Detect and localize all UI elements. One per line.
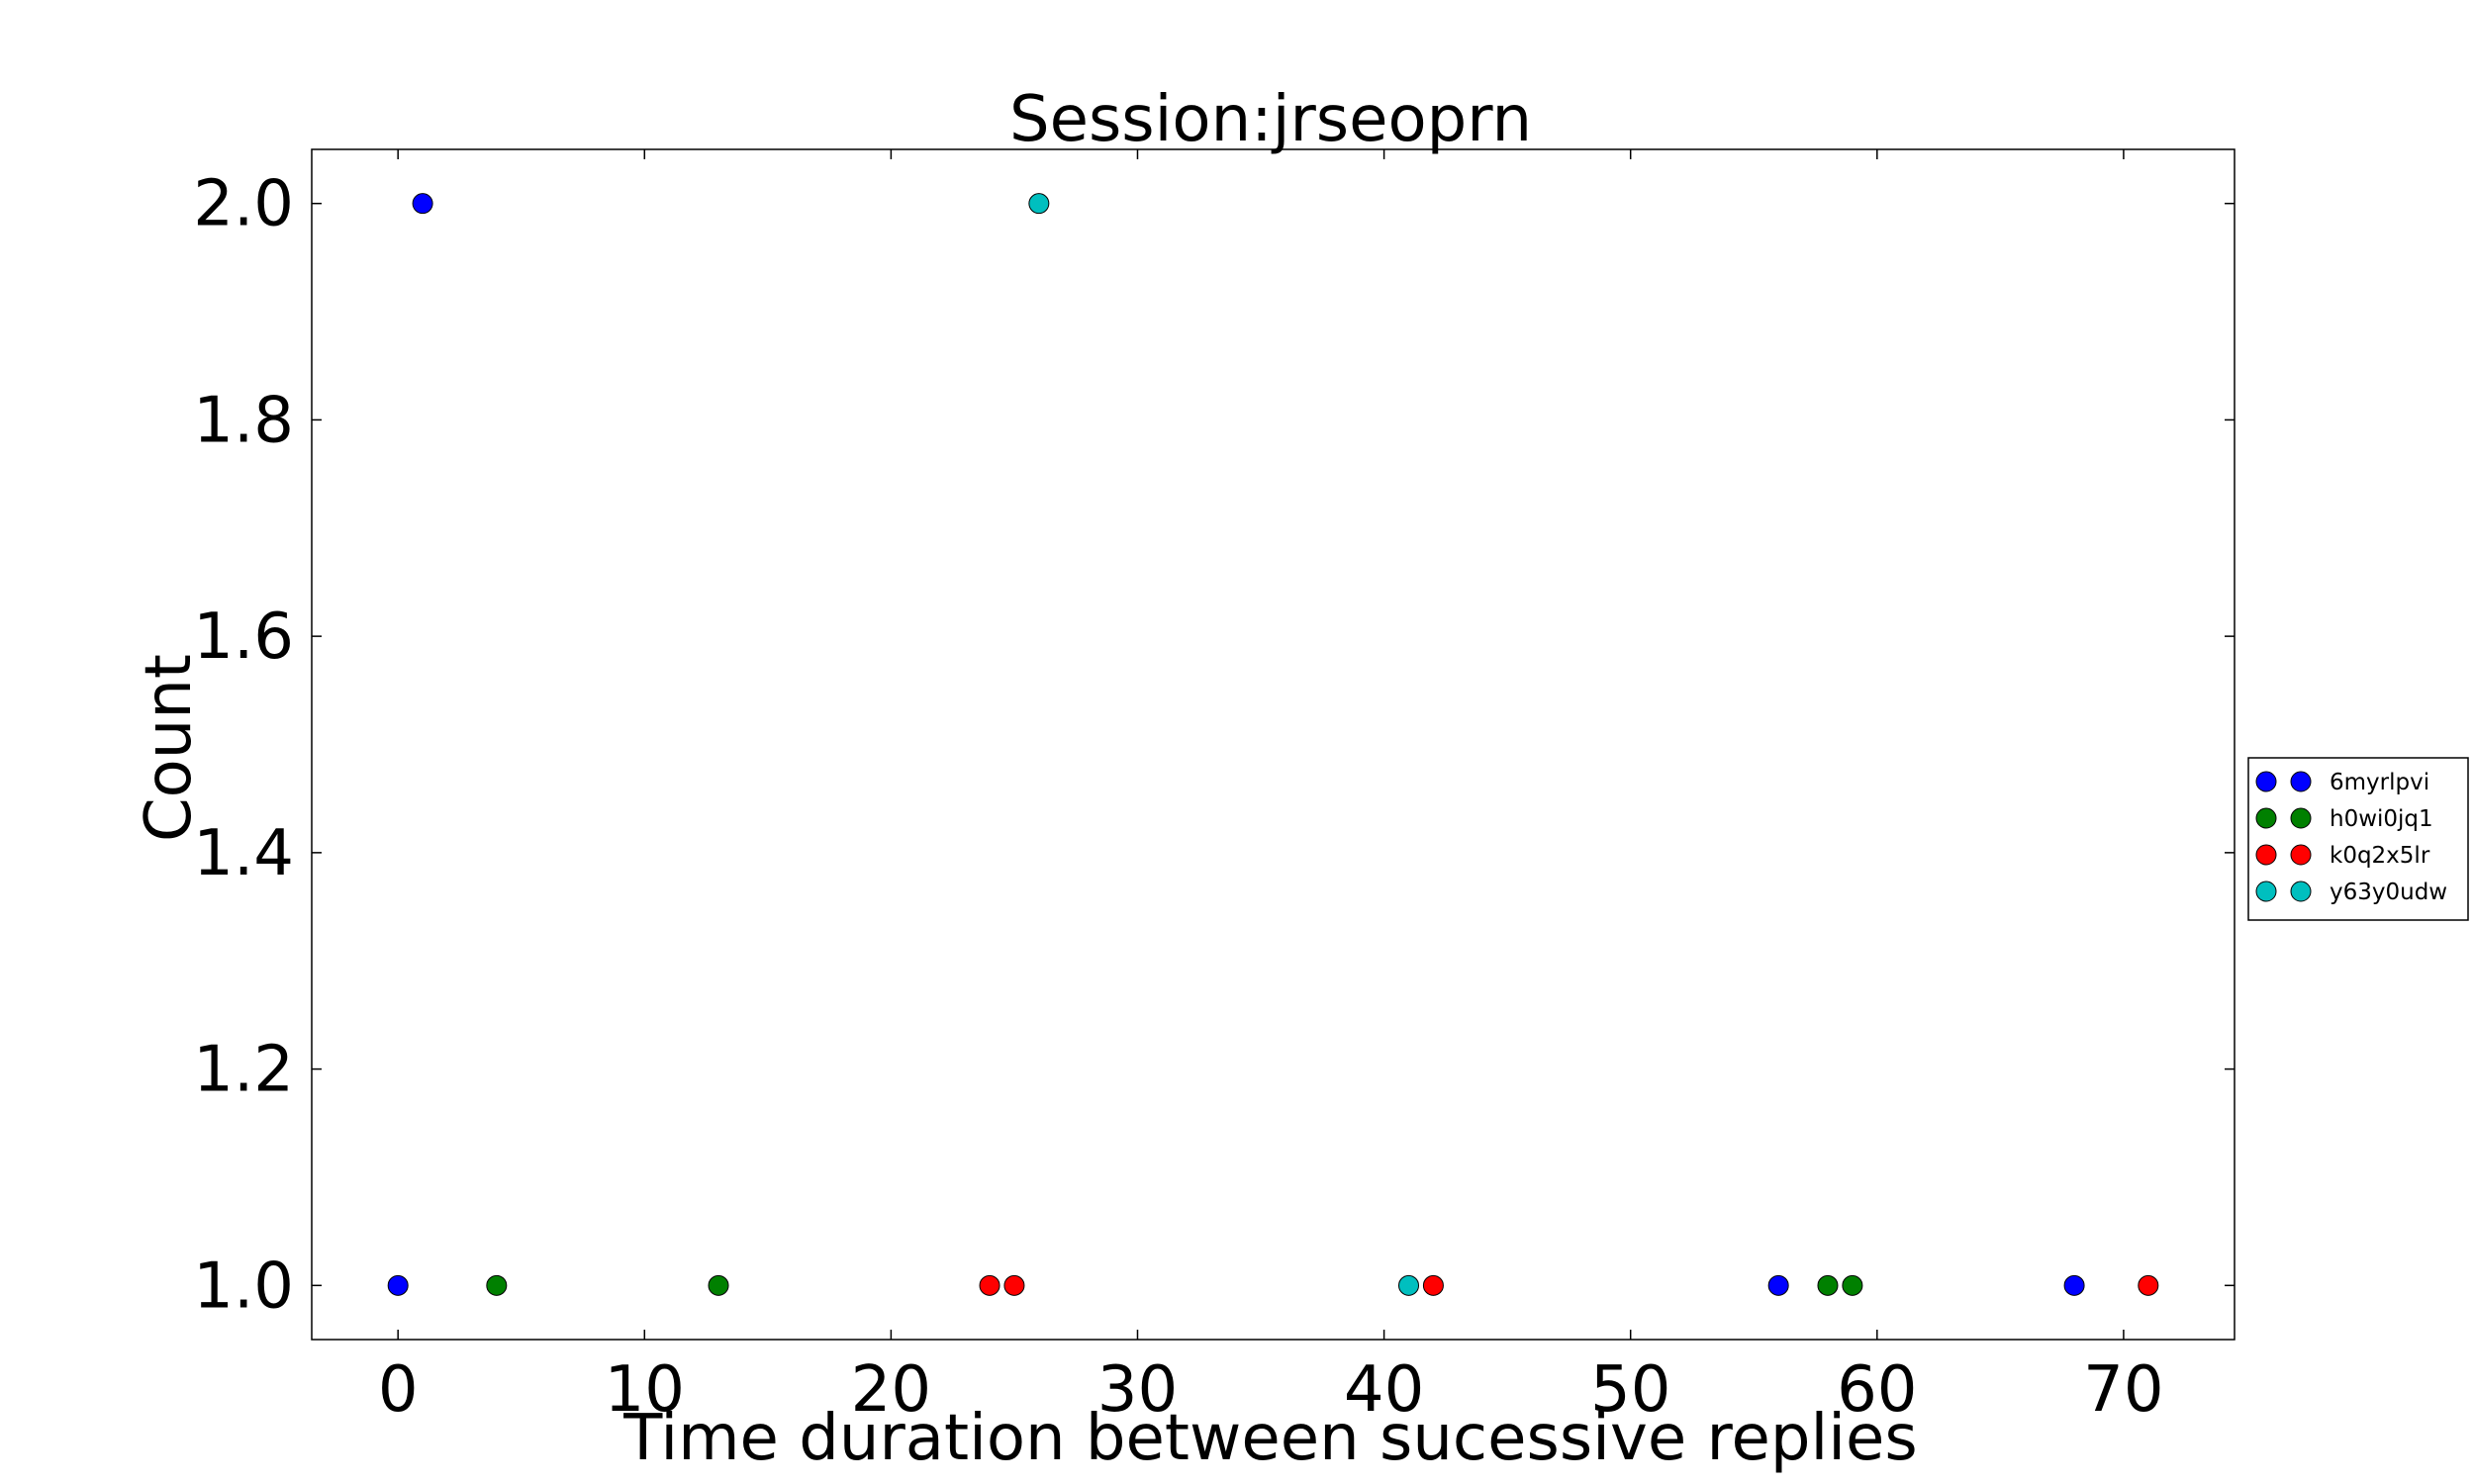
legend-marker: [2290, 771, 2312, 792]
legend-entry: k0q2x5lr: [2330, 843, 2430, 869]
legend-marker: [2255, 881, 2277, 902]
legend-marker: [2290, 807, 2312, 829]
data-point-6myrlpvi: [1767, 1274, 1789, 1296]
data-point-k0q2x5lr: [1422, 1274, 1444, 1296]
x-tick-label: 20: [851, 1353, 931, 1427]
y-tick-label: 1.4: [193, 817, 294, 890]
legend-entry: y63y0udw: [2330, 880, 2447, 905]
x-tick-label: 50: [1590, 1353, 1670, 1427]
x-tick-label: 10: [605, 1353, 685, 1427]
data-point-h0wi0jq1: [708, 1274, 729, 1296]
legend-entry: h0wi0jq1: [2330, 806, 2433, 832]
data-point-k0q2x5lr: [1003, 1274, 1025, 1296]
data-point-6myrlpvi: [387, 1274, 409, 1296]
y-tick-label: 1.0: [193, 1250, 294, 1323]
data-point-k0q2x5lr: [2138, 1274, 2159, 1296]
data-point-y63y0udw: [1398, 1274, 1420, 1296]
y-tick-label: 1.6: [193, 601, 294, 674]
data-point-h0wi0jq1: [1817, 1274, 1839, 1296]
data-point-6myrlpvi: [2063, 1274, 2085, 1296]
y-tick-label: 1.8: [193, 384, 294, 457]
plot-frame: [311, 148, 2236, 1341]
legend-marker: [2290, 881, 2312, 902]
data-point-k0q2x5lr: [979, 1274, 1000, 1296]
legend-marker: [2290, 844, 2312, 866]
legend-entry: 6myrlpvi: [2330, 770, 2429, 795]
legend: 6myrlpvi h0wi0jq1 k0q2x5lr y63y0udw: [2247, 757, 2469, 921]
y-tick-label: 2.0: [193, 168, 294, 241]
x-tick-label: 70: [2083, 1353, 2163, 1427]
x-tick-label: 0: [378, 1353, 419, 1427]
data-point-y63y0udw: [1028, 193, 1050, 215]
y-tick-label: 1.2: [193, 1034, 294, 1107]
chart-title: Session:jrseoprn: [1009, 83, 1532, 156]
data-point-h0wi0jq1: [1842, 1274, 1863, 1296]
x-tick-label: 30: [1097, 1353, 1178, 1427]
x-tick-label: 60: [1837, 1353, 1917, 1427]
legend-marker: [2255, 844, 2277, 866]
legend-box: [2247, 757, 2469, 921]
legend-marker: [2255, 807, 2277, 829]
data-point-6myrlpvi: [412, 193, 433, 215]
x-tick-label: 40: [1344, 1353, 1424, 1427]
x-axis-label: Time duration between sucessive replies: [622, 1402, 1917, 1475]
data-point-h0wi0jq1: [486, 1274, 508, 1296]
legend-marker: [2255, 771, 2277, 792]
y-axis-label: Count: [133, 654, 206, 842]
